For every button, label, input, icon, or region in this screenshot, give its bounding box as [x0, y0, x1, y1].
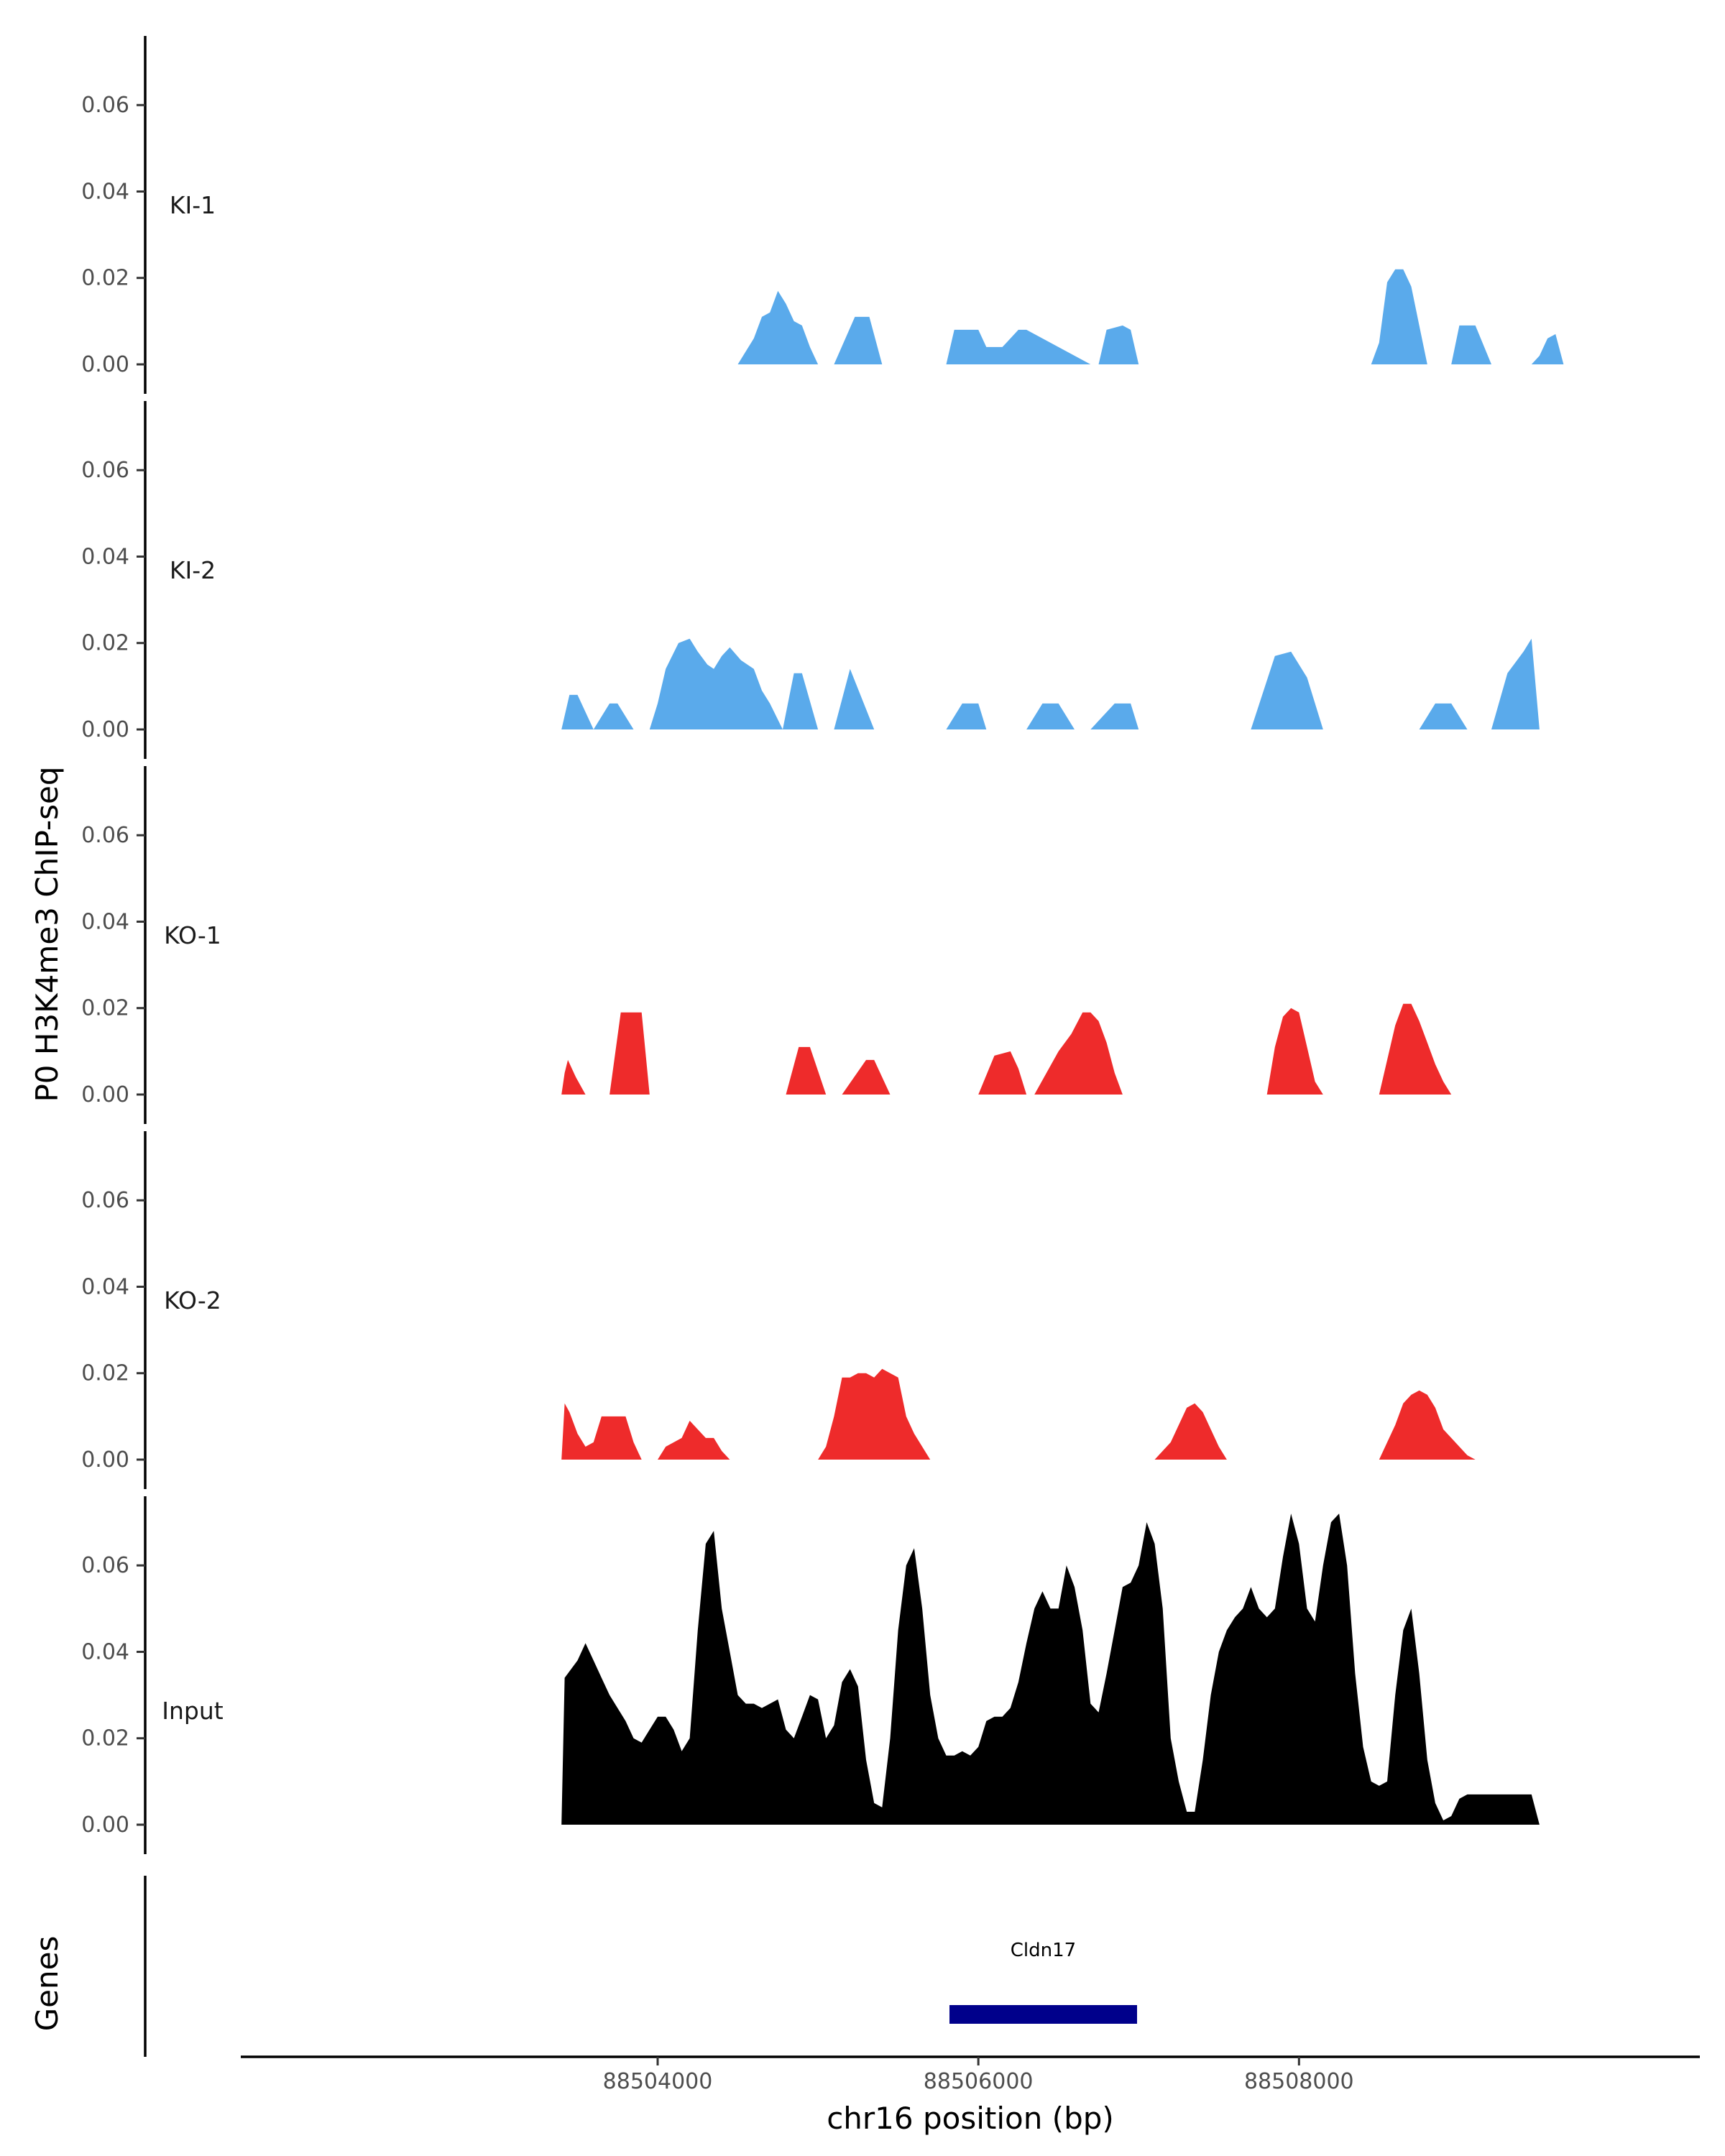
y-tick-label-input-2: 0.04 [81, 1639, 129, 1664]
y-tick-label-ko-1-1: 0.02 [81, 996, 129, 1021]
y-tick-label-ki-2-1: 0.02 [81, 631, 129, 656]
signal-area-input [561, 1514, 1540, 1825]
y-tick-label-ki-1-0: 0.00 [81, 352, 129, 377]
track-label-ki-2: KI-2 [170, 556, 216, 584]
gene-label-cldn17: Cldn17 [1011, 1940, 1076, 1961]
x-axis: chr16 position (bp) 88504000 88506000 8850… [241, 2055, 1700, 2136]
y-tick-label-ko-1-0: 0.00 [81, 1082, 129, 1107]
y-tick-label-ko-2-3: 0.06 [81, 1188, 129, 1213]
y-tick-label-ko-2-1: 0.02 [81, 1361, 129, 1386]
tracks-layer [561, 269, 1564, 1825]
y-tick-label-ki-1-3: 0.06 [81, 93, 129, 118]
y-tick-label-input-3: 0.06 [81, 1553, 129, 1578]
x-axis-title: chr16 position (bp) [827, 2101, 1114, 2136]
y-tick-label-ko-2-0: 0.00 [81, 1447, 129, 1473]
genes-layer: Genes Cldn17 [29, 1876, 1137, 2057]
y-tick-label-ki-2-0: 0.00 [81, 717, 129, 742]
signal-area-ki-2 [561, 638, 1540, 729]
y-tick-label-input-1: 0.02 [81, 1726, 129, 1751]
axes-layer: 0.00 0.02 0.04 0.06 KI-1 0.00 0.02 0.04 0.06 KI-2… [81, 36, 224, 1854]
track-label-ko-1: KO-1 [164, 921, 221, 949]
x-tick-label-1: 88506000 [924, 2069, 1034, 2094]
signal-area-ki-1 [561, 269, 1564, 364]
signal-area-ko-1 [561, 1003, 1476, 1095]
track-label-input: Input [162, 1697, 224, 1725]
y-tick-label-ki-1-2: 0.04 [81, 179, 129, 204]
gene-body-cldn17 [949, 2005, 1137, 2024]
y-tick-label-ki-2-2: 0.04 [81, 544, 129, 569]
y-tick-label-ki-2-3: 0.06 [81, 458, 129, 483]
x-tick-label-2: 88508000 [1244, 2069, 1354, 2094]
signal-area-ko-2 [561, 1368, 1484, 1460]
track-label-ko-2: KO-2 [164, 1286, 221, 1314]
y-tick-label-ko-1-3: 0.06 [81, 823, 129, 848]
y-tick-label-ki-1-1: 0.02 [81, 266, 129, 291]
y-tick-label-ko-2-2: 0.04 [81, 1274, 129, 1299]
x-tick-label-0: 88504000 [603, 2069, 713, 2094]
genes-axis-title: Genes [29, 1936, 65, 2032]
y-tick-label-ko-1-2: 0.04 [81, 909, 129, 934]
y-axis-title: P0 H3K4me3 ChIP-seq [29, 766, 65, 1102]
y-tick-label-input-0: 0.00 [81, 1812, 129, 1838]
track-label-ki-1: KI-1 [170, 191, 216, 219]
